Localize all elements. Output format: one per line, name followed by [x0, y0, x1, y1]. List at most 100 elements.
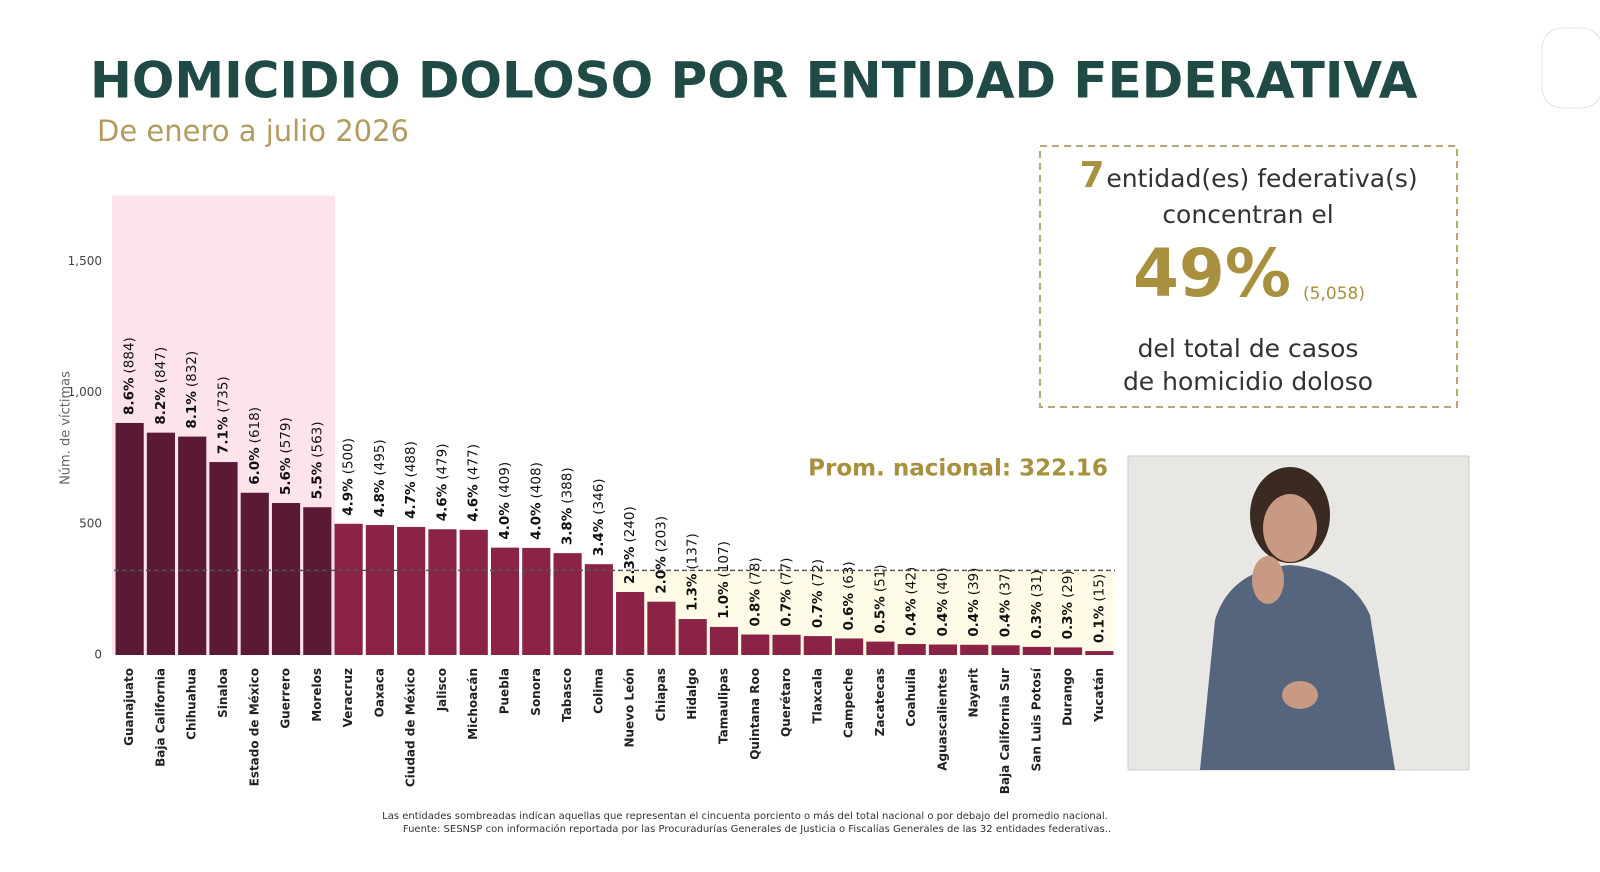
value-number: (77) — [779, 558, 795, 586]
value-number: (409) — [497, 462, 513, 498]
value-number: (15) — [1091, 574, 1107, 602]
x-tick-label: Nayarit — [967, 668, 981, 718]
share-label: 0.4% — [935, 599, 951, 637]
share-label: 0.3% — [1029, 601, 1045, 639]
person-hand — [1252, 556, 1284, 604]
share-label: 0.1% — [1091, 605, 1107, 643]
bar — [741, 634, 770, 655]
y-tick-label: 0 — [94, 648, 102, 662]
share-label: 4.7% — [403, 481, 419, 519]
share-label: 8.6% — [122, 377, 138, 415]
callout-text: concentran el — [1162, 200, 1333, 229]
x-tick-label: Guerrero — [279, 668, 293, 729]
callout-percent: 49% — [1133, 235, 1291, 312]
value-number: (72) — [810, 559, 826, 587]
y-tick-label: 500 — [79, 516, 102, 530]
x-tick-label: Michoacán — [466, 668, 480, 740]
x-tick-label: Tlaxcala — [810, 668, 824, 724]
bar — [428, 529, 457, 655]
x-tick-label: San Luis Potosí — [1029, 667, 1043, 771]
side-panel — [1541, 27, 1600, 109]
x-tick-label: Nuevo León — [623, 668, 637, 748]
value-number: (579) — [278, 417, 294, 453]
subtitle: De enero a julio 2026 — [97, 114, 409, 148]
share-label: 6.0% — [247, 447, 263, 485]
y-tick-label: 1,000 — [68, 385, 102, 399]
video — [1127, 455, 1470, 771]
bar — [616, 592, 645, 655]
value-label: 4.6% (477) — [466, 444, 482, 522]
value-label: 6.0% (618) — [247, 407, 263, 485]
x-tick-label: Tamaulipas — [716, 668, 730, 744]
callout-count: 7 — [1079, 155, 1104, 196]
bar — [115, 422, 144, 655]
value-number: (495) — [372, 439, 388, 475]
value-label: 4.7% (488) — [403, 441, 419, 519]
bar — [1054, 647, 1083, 655]
value-number: (29) — [1060, 570, 1076, 598]
person-face — [1263, 494, 1317, 562]
value-number: (388) — [560, 467, 576, 503]
value-label: 3.4% (346) — [591, 478, 607, 556]
x-tick-label: Tabasco — [560, 668, 574, 722]
bar — [897, 643, 926, 655]
value-number: (408) — [528, 462, 544, 498]
value-label: 0.4% (40) — [935, 567, 951, 636]
callout-total: (5,058) — [1303, 284, 1365, 304]
callout-box — [1039, 145, 1458, 408]
share-label: 0.3% — [1060, 601, 1076, 639]
value-label: 4.8% (495) — [372, 439, 388, 517]
share-label: 0.4% — [998, 599, 1014, 637]
share-label: 0.7% — [810, 590, 826, 628]
bar — [991, 645, 1020, 655]
value-label: 0.1% (15) — [1091, 574, 1107, 643]
value-label: 0.6% (63) — [841, 561, 857, 630]
value-label: 8.6% (884) — [122, 337, 138, 415]
share-label: 8.2% — [153, 387, 169, 425]
y-axis-label: Núm. de víctimas — [59, 371, 74, 485]
footnote: Las entidades sombreadas indican aquella… — [382, 810, 1108, 822]
x-tick-label: Guanajuato — [122, 668, 136, 746]
share-label: 0.8% — [747, 589, 763, 627]
bar — [459, 529, 488, 655]
bar — [209, 462, 238, 655]
x-tick-label: Chiapas — [654, 668, 668, 721]
bar — [772, 634, 801, 655]
value-label: 5.6% (579) — [278, 417, 294, 495]
value-number: (479) — [434, 443, 450, 479]
share-label: 7.1% — [215, 416, 231, 454]
value-label: 8.1% (832) — [184, 351, 200, 429]
value-label: 4.9% (500) — [341, 438, 357, 516]
value-number: (51) — [872, 564, 888, 592]
x-tick-label: Morelos — [310, 668, 324, 722]
title: HOMICIDIO DOLOSO POR ENTIDAD FEDERATIVA — [90, 52, 1418, 110]
x-tick-label: Chihuahua — [185, 668, 199, 740]
value-number: (563) — [309, 421, 325, 457]
bar — [709, 626, 739, 655]
share-label: 0.4% — [904, 598, 920, 636]
value-label: 0.7% (77) — [779, 558, 795, 627]
x-tick-label: Aguascalientes — [935, 668, 949, 771]
share-label: 1.3% — [685, 573, 701, 611]
x-tick-label: Baja California Sur — [998, 668, 1012, 794]
bar — [397, 526, 426, 655]
value-number: (137) — [685, 533, 701, 569]
share-label: 4.6% — [466, 484, 482, 522]
share-label: 0.5% — [872, 596, 888, 634]
share-label: 4.8% — [372, 479, 388, 517]
value-label: 0.4% (42) — [904, 567, 920, 636]
value-label: 1.3% (137) — [685, 533, 701, 611]
bar — [271, 503, 301, 655]
person-body — [1200, 565, 1395, 770]
value-number: (488) — [403, 441, 419, 477]
value-label: 0.8% (78) — [747, 557, 763, 626]
value-number: (884) — [122, 337, 138, 373]
callout-text: de homicidio doloso — [1123, 367, 1373, 396]
bar — [490, 547, 520, 655]
bar — [365, 525, 394, 655]
x-tick-label: Veracruz — [341, 668, 355, 727]
value-number: (63) — [841, 561, 857, 589]
x-tick-label: Puebla — [498, 668, 512, 714]
person-hand — [1282, 681, 1318, 709]
